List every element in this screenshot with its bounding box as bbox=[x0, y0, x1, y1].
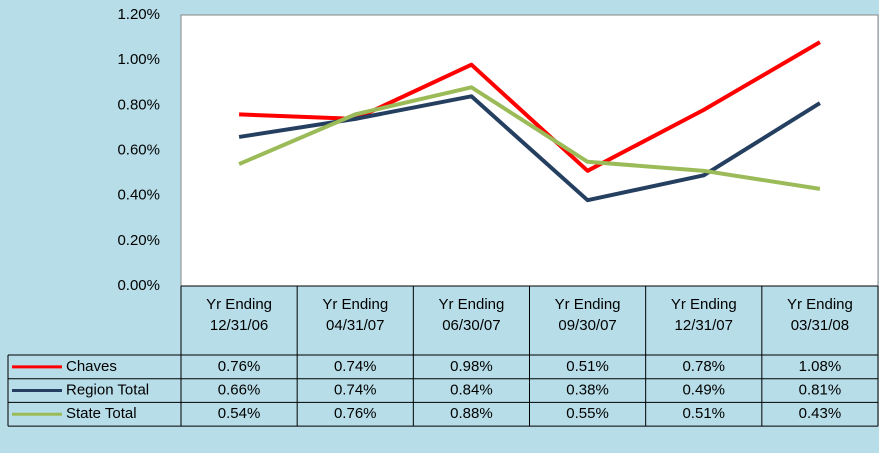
table-value: 0.51% bbox=[566, 358, 609, 375]
table-value: 0.84% bbox=[450, 382, 493, 399]
legend-label: Region Total bbox=[66, 382, 149, 399]
table-value: 0.55% bbox=[566, 405, 609, 422]
y-tick-label: 0.80% bbox=[117, 96, 160, 113]
x-tick-label: Yr Ending 09/30/07 bbox=[554, 296, 621, 334]
table-value: 0.49% bbox=[682, 382, 725, 399]
y-tick-label: 0.00% bbox=[117, 277, 160, 294]
table-value: 0.76% bbox=[218, 358, 261, 375]
table-value: 0.54% bbox=[218, 405, 261, 422]
table-value: 0.66% bbox=[218, 382, 261, 399]
series-line bbox=[239, 40, 821, 173]
y-tick-label: 0.60% bbox=[117, 141, 160, 158]
table-value: 0.51% bbox=[682, 405, 725, 422]
y-tick-label: 1.00% bbox=[117, 51, 160, 68]
legend-label: Chaves bbox=[66, 358, 117, 375]
table-value: 0.81% bbox=[799, 382, 842, 399]
y-tick-label: 0.40% bbox=[117, 187, 160, 204]
x-tick-label: Yr Ending 06/30/07 bbox=[438, 296, 505, 334]
x-tick-label: Yr Ending 03/31/08 bbox=[786, 296, 853, 334]
legend-label: State Total bbox=[66, 405, 137, 422]
table-value: 0.76% bbox=[334, 405, 377, 422]
table-value: 0.88% bbox=[450, 405, 493, 422]
table-value: 1.08% bbox=[799, 358, 842, 375]
y-tick-label: 0.20% bbox=[117, 232, 160, 249]
table-value: 0.98% bbox=[450, 358, 493, 375]
x-tick-label: Yr Ending 04/31/07 bbox=[322, 296, 389, 334]
x-tick-label: Yr Ending 12/31/06 bbox=[206, 296, 273, 334]
table-value: 0.38% bbox=[566, 382, 609, 399]
table-value: 0.74% bbox=[334, 382, 377, 399]
series-line bbox=[238, 85, 821, 191]
y-tick-label: 1.20% bbox=[117, 6, 160, 23]
x-tick-label: Yr Ending 12/31/07 bbox=[670, 296, 737, 334]
table-value: 0.43% bbox=[799, 405, 842, 422]
table-value: 0.78% bbox=[682, 358, 725, 375]
table-value: 0.74% bbox=[334, 358, 377, 375]
